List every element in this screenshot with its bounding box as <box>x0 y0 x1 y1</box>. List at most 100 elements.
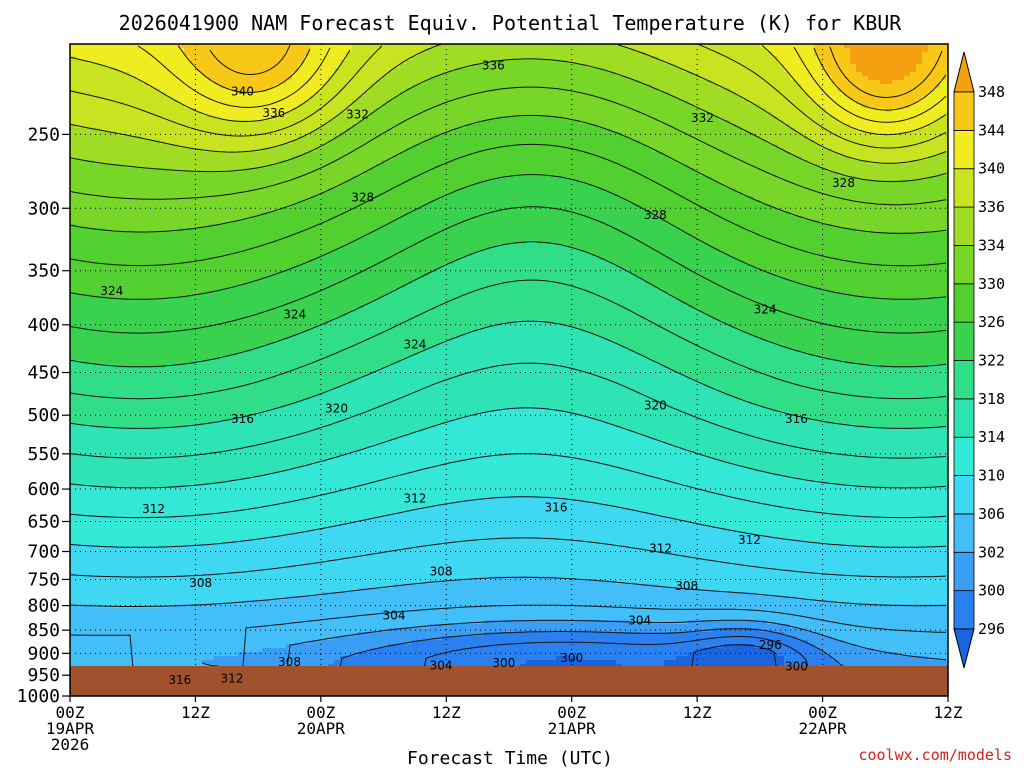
field-cell <box>232 620 239 625</box>
field-cell <box>82 412 89 417</box>
field-cell <box>88 456 95 461</box>
field-cell <box>220 516 227 521</box>
field-cell <box>154 284 161 289</box>
field-cell <box>118 464 125 469</box>
field-cell <box>172 88 179 93</box>
field-cell <box>238 96 245 101</box>
field-cell <box>118 144 125 149</box>
field-cell <box>112 176 119 181</box>
field-cell <box>250 48 257 53</box>
field-cell <box>94 404 101 409</box>
field-cell <box>88 96 95 101</box>
field-cell <box>130 120 137 125</box>
field-cell <box>94 496 101 501</box>
field-cell <box>196 640 203 645</box>
field-cell <box>88 296 95 301</box>
field-cell <box>112 632 119 637</box>
field-cell <box>100 396 107 401</box>
field-cell <box>112 484 119 489</box>
field-cell <box>196 260 203 265</box>
field-cell <box>166 60 173 65</box>
field-cell <box>88 512 95 517</box>
field-cell <box>82 56 89 61</box>
field-cell <box>130 440 137 445</box>
field-cell <box>190 260 197 265</box>
field-cell <box>106 420 113 425</box>
field-cell <box>148 144 155 149</box>
field-cell <box>124 252 131 257</box>
field-cell <box>112 528 119 533</box>
field-cell <box>202 460 209 465</box>
field-cell <box>148 612 155 617</box>
field-cell <box>172 524 179 529</box>
field-cell <box>154 240 161 245</box>
field-cell <box>70 244 77 249</box>
field-cell <box>70 84 77 89</box>
field-cell <box>130 428 137 433</box>
field-cell <box>70 92 77 97</box>
field-cell <box>130 376 137 381</box>
field-cell <box>226 564 233 569</box>
field-cell <box>130 240 137 245</box>
field-cell <box>202 624 209 629</box>
field-cell <box>226 416 233 421</box>
field-cell <box>250 428 257 433</box>
field-cell <box>190 344 197 349</box>
field-cell <box>76 460 83 465</box>
field-cell <box>142 500 149 505</box>
field-cell <box>166 272 173 277</box>
field-cell <box>76 420 83 425</box>
field-cell <box>130 340 137 345</box>
field-cell <box>166 240 173 245</box>
field-cell <box>94 88 101 93</box>
field-cell <box>70 420 77 425</box>
field-cell <box>94 616 101 621</box>
field-cell <box>118 392 125 397</box>
field-cell <box>154 76 161 81</box>
field-cell <box>178 440 185 445</box>
field-cell <box>166 592 173 597</box>
field-cell <box>94 272 101 277</box>
field-cell <box>244 556 251 561</box>
field-cell <box>154 504 161 509</box>
field-cell <box>106 432 113 437</box>
field-cell <box>202 108 209 113</box>
field-cell <box>70 396 77 401</box>
field-cell <box>166 100 173 105</box>
field-cell <box>136 524 143 529</box>
field-cell <box>88 128 95 133</box>
field-cell <box>208 480 215 485</box>
field-cell <box>148 140 155 145</box>
field-cell <box>250 252 257 257</box>
field-cell <box>136 300 143 305</box>
field-cell <box>70 340 77 345</box>
field-cell <box>142 264 149 269</box>
field-cell <box>118 456 125 461</box>
field-cell <box>130 592 137 597</box>
field-cell <box>82 512 89 517</box>
field-cell <box>232 400 239 405</box>
field-cell <box>100 44 107 49</box>
field-cell <box>82 448 89 453</box>
field-cell <box>196 492 203 497</box>
field-cell <box>148 184 155 189</box>
field-cell <box>238 372 245 377</box>
field-cell <box>106 288 113 293</box>
field-cell <box>94 440 101 445</box>
field-cell <box>232 188 239 193</box>
field-cell <box>130 152 137 157</box>
field-cell <box>136 416 143 421</box>
field-cell <box>154 92 161 97</box>
field-cell <box>178 148 185 153</box>
field-cell <box>220 84 227 89</box>
field-cell <box>202 596 209 601</box>
field-cell <box>124 480 131 485</box>
field-cell <box>208 580 215 585</box>
field-cell <box>76 204 83 209</box>
field-cell <box>244 544 251 549</box>
field-cell <box>124 308 131 313</box>
field-cell <box>82 456 89 461</box>
field-cell <box>202 648 209 653</box>
field-cell <box>112 76 119 81</box>
field-cell <box>88 408 95 413</box>
